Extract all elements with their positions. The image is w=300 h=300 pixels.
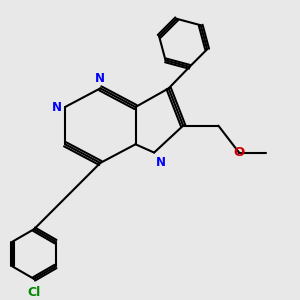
Text: N: N	[156, 156, 166, 169]
Text: N: N	[95, 73, 105, 85]
Text: N: N	[52, 100, 62, 113]
Text: O: O	[233, 146, 245, 159]
Text: Cl: Cl	[27, 286, 40, 299]
